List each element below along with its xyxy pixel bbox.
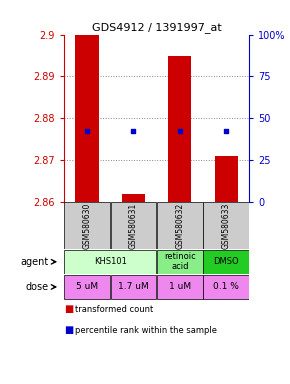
Point (224, 128, 229, 134)
Text: GSM580631: GSM580631 (129, 203, 138, 249)
Text: transformed count: transformed count (75, 305, 154, 314)
Text: dose: dose (26, 282, 49, 292)
Title: GDS4912 / 1391997_at: GDS4912 / 1391997_at (92, 22, 222, 33)
Text: GSM580630: GSM580630 (82, 202, 92, 249)
Bar (111, 275, 156, 299)
Bar (111, 202, 156, 249)
Bar (122, 194, 145, 202)
Text: KHS101: KHS101 (94, 257, 127, 266)
Text: retinoic
acid: retinoic acid (164, 252, 196, 271)
Text: percentile rank within the sample: percentile rank within the sample (75, 326, 218, 335)
Bar (64, 250, 156, 274)
Text: agent: agent (21, 257, 49, 267)
Bar (75, 35, 99, 202)
Text: ■: ■ (64, 304, 73, 314)
Bar (168, 56, 191, 202)
Bar (157, 275, 202, 299)
Text: 1 uM: 1 uM (169, 283, 191, 291)
Point (85, 128, 89, 134)
Bar (204, 202, 249, 249)
Bar (157, 202, 202, 249)
Point (177, 128, 182, 134)
Text: 5 uM: 5 uM (76, 283, 98, 291)
Text: GSM580633: GSM580633 (222, 202, 231, 249)
Text: ■: ■ (64, 325, 73, 335)
Bar (64, 275, 110, 299)
Text: DMSO: DMSO (213, 257, 239, 266)
Bar (215, 156, 238, 202)
Bar (204, 250, 249, 274)
Text: 1.7 uM: 1.7 uM (118, 283, 149, 291)
Bar (157, 250, 202, 274)
Bar (204, 275, 249, 299)
Point (131, 128, 136, 134)
Text: GSM580632: GSM580632 (175, 203, 184, 249)
Bar (64, 202, 110, 249)
Text: 0.1 %: 0.1 % (213, 283, 239, 291)
